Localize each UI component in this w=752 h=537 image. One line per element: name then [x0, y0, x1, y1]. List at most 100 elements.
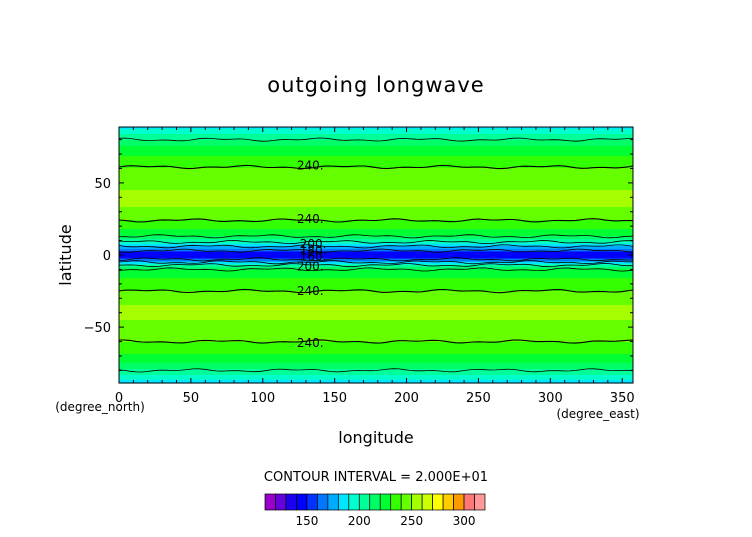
y-axis-label: latitude — [56, 224, 75, 285]
colorbar-swatch — [369, 493, 381, 511]
heat-band — [119, 378, 633, 380]
colorbar-swatch — [358, 493, 371, 511]
heat-band — [119, 206, 633, 208]
heat-band — [119, 147, 633, 149]
heat-band — [119, 188, 633, 190]
heat-band — [119, 240, 633, 242]
heat-band — [119, 170, 633, 172]
heat-band — [119, 141, 633, 143]
heat-band — [119, 193, 633, 195]
heat-band — [119, 300, 633, 302]
heat-band — [119, 181, 633, 183]
heat-band — [119, 173, 633, 175]
contour-line — [118, 234, 634, 239]
y-axis-ticks: −50 0 50 — [84, 139, 633, 371]
heat-band — [119, 165, 633, 167]
heat-band — [119, 363, 633, 365]
heat-band — [119, 245, 633, 247]
heat-band — [119, 218, 633, 220]
heat-band — [119, 299, 633, 301]
colorbar-swatch — [275, 493, 287, 511]
heat-band — [119, 281, 633, 283]
heat-band — [119, 295, 633, 297]
colorbar-swatch — [474, 493, 486, 511]
heat-band — [119, 145, 633, 147]
heat-band — [119, 134, 633, 136]
heat-band — [119, 305, 633, 307]
heat-band — [119, 293, 633, 295]
colorbar-swatch — [432, 493, 444, 511]
heat-band — [119, 161, 633, 163]
heat-band — [119, 277, 633, 279]
heat-band — [119, 271, 633, 273]
heat-band — [119, 202, 633, 204]
heat-band — [119, 368, 633, 370]
heat-band — [119, 287, 633, 289]
colorbar-swatch — [285, 493, 297, 511]
heat-band — [119, 236, 633, 238]
heat-band — [119, 153, 633, 155]
heat-band — [119, 337, 633, 339]
heat-band — [119, 162, 633, 164]
colorbar-swatch — [348, 493, 360, 511]
heat-band — [119, 178, 633, 180]
heat-band — [119, 343, 633, 345]
colorbar-swatch — [379, 493, 392, 511]
heat-band — [119, 128, 633, 130]
heat-band — [119, 322, 633, 324]
heat-band — [119, 228, 633, 230]
heat-band — [119, 269, 633, 271]
heat-band — [119, 327, 633, 329]
heat-band — [119, 303, 633, 305]
heat-band — [119, 374, 633, 376]
heat-band — [119, 283, 633, 285]
heat-band — [119, 137, 633, 139]
heat-band — [119, 172, 633, 174]
heat-band — [119, 146, 633, 148]
colorbar-swatch — [306, 493, 318, 511]
heat-band — [119, 260, 633, 262]
heat-band — [119, 149, 633, 151]
heat-band — [119, 156, 633, 158]
heat-band — [119, 207, 633, 209]
x-tick-label: 100 — [250, 391, 275, 406]
heat-band — [119, 259, 633, 261]
heat-band — [119, 169, 633, 171]
heat-band — [119, 344, 633, 346]
heat-band — [119, 148, 633, 150]
heat-band — [119, 316, 633, 318]
heat-band — [119, 201, 633, 203]
heat-band — [119, 157, 633, 159]
heat-band — [119, 321, 633, 323]
heat-band — [119, 132, 633, 134]
x-tick-label: 300 — [538, 391, 563, 406]
y-axis-unit: (degree_north) — [55, 400, 145, 414]
heat-band — [119, 272, 633, 274]
heat-band — [119, 230, 633, 232]
x-tick-label: 150 — [322, 391, 347, 406]
colorbar-tick-label: 150 — [295, 514, 318, 528]
heat-band — [119, 241, 633, 243]
heat-band — [119, 204, 633, 206]
heat-band — [119, 338, 633, 340]
colorbar-swatch — [453, 493, 465, 511]
heat-band — [119, 215, 633, 217]
heat-band — [119, 229, 633, 231]
colorbar-swatch — [400, 493, 413, 511]
heat-band — [119, 226, 633, 228]
heatmap-bands — [119, 127, 633, 384]
heat-band — [119, 142, 633, 144]
contour-label: 240. — [297, 284, 324, 298]
heat-band — [119, 356, 633, 358]
x-axis-ticks: 0 50 100 150 200 250 300 350 — [115, 127, 635, 406]
heat-band — [119, 183, 633, 185]
heat-band — [119, 155, 633, 157]
heat-band — [119, 216, 633, 218]
heat-band — [119, 285, 633, 287]
heat-band — [119, 298, 633, 300]
heat-band — [119, 290, 633, 292]
heat-band — [119, 244, 633, 246]
contour-line — [118, 257, 634, 262]
contour-label: 240. — [297, 336, 324, 350]
heat-band — [119, 219, 633, 221]
